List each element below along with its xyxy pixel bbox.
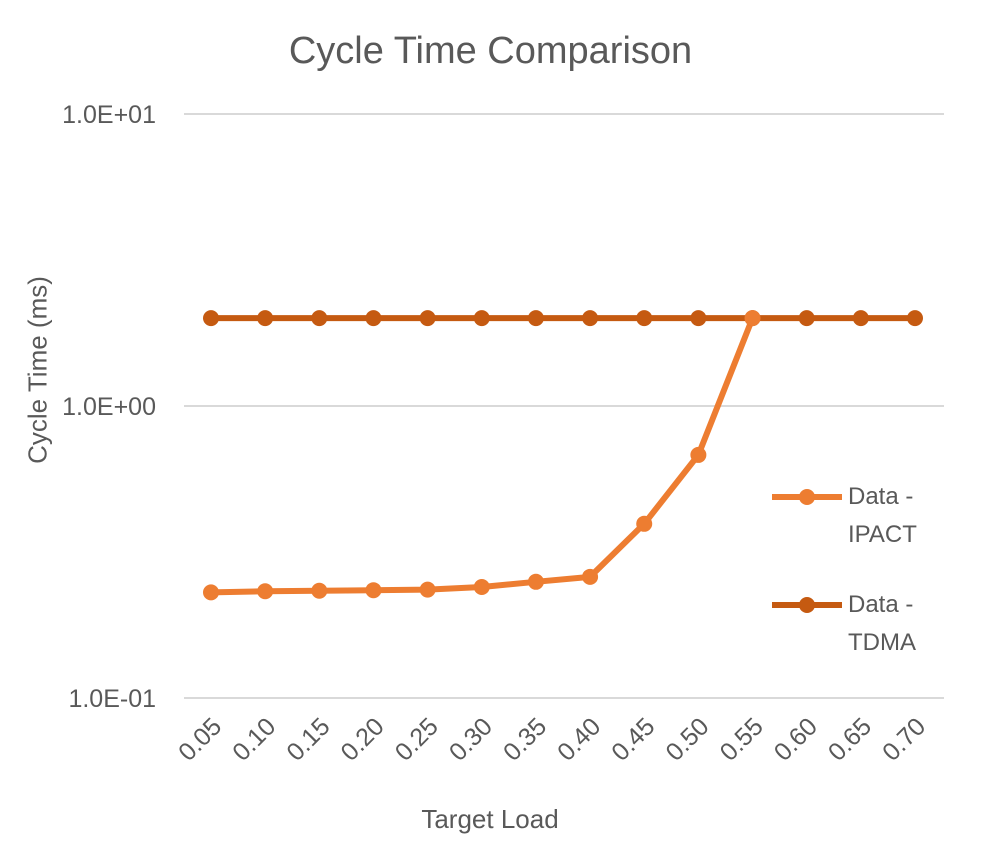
series-lines [210, 315, 915, 596]
x-tick-label: 0.10 [227, 712, 281, 766]
legend-label-ipact: Data - IPACT [848, 478, 958, 554]
data-point-tdma [257, 310, 274, 327]
x-tick-label: 0.35 [498, 712, 552, 766]
x-tick-label: 0.05 [173, 712, 227, 766]
legend-swatch-marker [799, 489, 815, 505]
x-tick-label: 0.20 [335, 712, 389, 766]
data-point-tdma [365, 310, 382, 327]
data-point-ipact [744, 310, 761, 327]
y-tick-label: 1.0E-01 [68, 685, 156, 713]
series-points [203, 310, 923, 601]
data-point-tdma [690, 310, 707, 327]
data-point-tdma [311, 310, 328, 327]
data-point-tdma [473, 310, 490, 327]
data-point-tdma [419, 310, 436, 327]
data-point-ipact [311, 582, 328, 599]
chart-title: Cycle Time Comparison [288, 30, 693, 72]
data-point-ipact [582, 568, 599, 585]
data-point-ipact [419, 581, 436, 598]
data-point-tdma [582, 310, 599, 327]
data-point-ipact [473, 578, 490, 595]
x-tick-label: 0.30 [444, 712, 498, 766]
data-point-ipact [365, 582, 382, 599]
x-tick-label: 0.25 [390, 712, 444, 766]
data-point-tdma [907, 310, 923, 327]
y-tick-labels: 1.0E+01 1.0E+00 1.0E-01 [62, 101, 156, 713]
data-point-tdma [798, 310, 815, 327]
data-point-ipact [527, 573, 544, 590]
gridlines [184, 113, 944, 699]
x-tick-label: 0.15 [281, 712, 335, 766]
legend-label-tdma-line2: TDMA [848, 629, 916, 656]
data-point-ipact [636, 515, 653, 532]
data-point-tdma [203, 310, 219, 327]
legend-label-tdma: Data - TDMA [848, 586, 958, 662]
data-point-tdma [852, 310, 869, 327]
legend-swatches [772, 489, 842, 613]
y-tick-label: 1.0E+01 [62, 101, 156, 129]
legend-swatch-marker [799, 597, 815, 613]
legend-label-tdma-line1: Data - [848, 591, 914, 618]
x-axis-label: Target Load [421, 804, 559, 834]
x-tick-label: 0.55 [715, 712, 769, 766]
data-point-ipact [690, 446, 707, 463]
data-point-ipact [257, 583, 274, 600]
legend-label-ipact-line1: Data - [848, 483, 914, 510]
x-tick-label: 0.65 [823, 712, 877, 766]
x-tick-label: 0.70 [877, 712, 931, 766]
x-tick-label: 0.45 [606, 712, 660, 766]
data-point-ipact [203, 584, 219, 601]
data-point-tdma [527, 310, 544, 327]
x-tick-labels: 0.05 0.10 0.15 0.20 0.25 0.30 0.35 0.40 0.45 0.50… [173, 712, 931, 766]
series-line-ipact [210, 316, 756, 596]
y-tick-label: 1.0E+00 [62, 393, 156, 421]
legend-label-ipact-line2: IPACT [848, 521, 917, 548]
x-tick-label: 0.50 [660, 712, 714, 766]
x-tick-label: 0.60 [769, 712, 823, 766]
data-point-tdma [636, 310, 653, 327]
x-tick-label: 0.40 [552, 712, 606, 766]
